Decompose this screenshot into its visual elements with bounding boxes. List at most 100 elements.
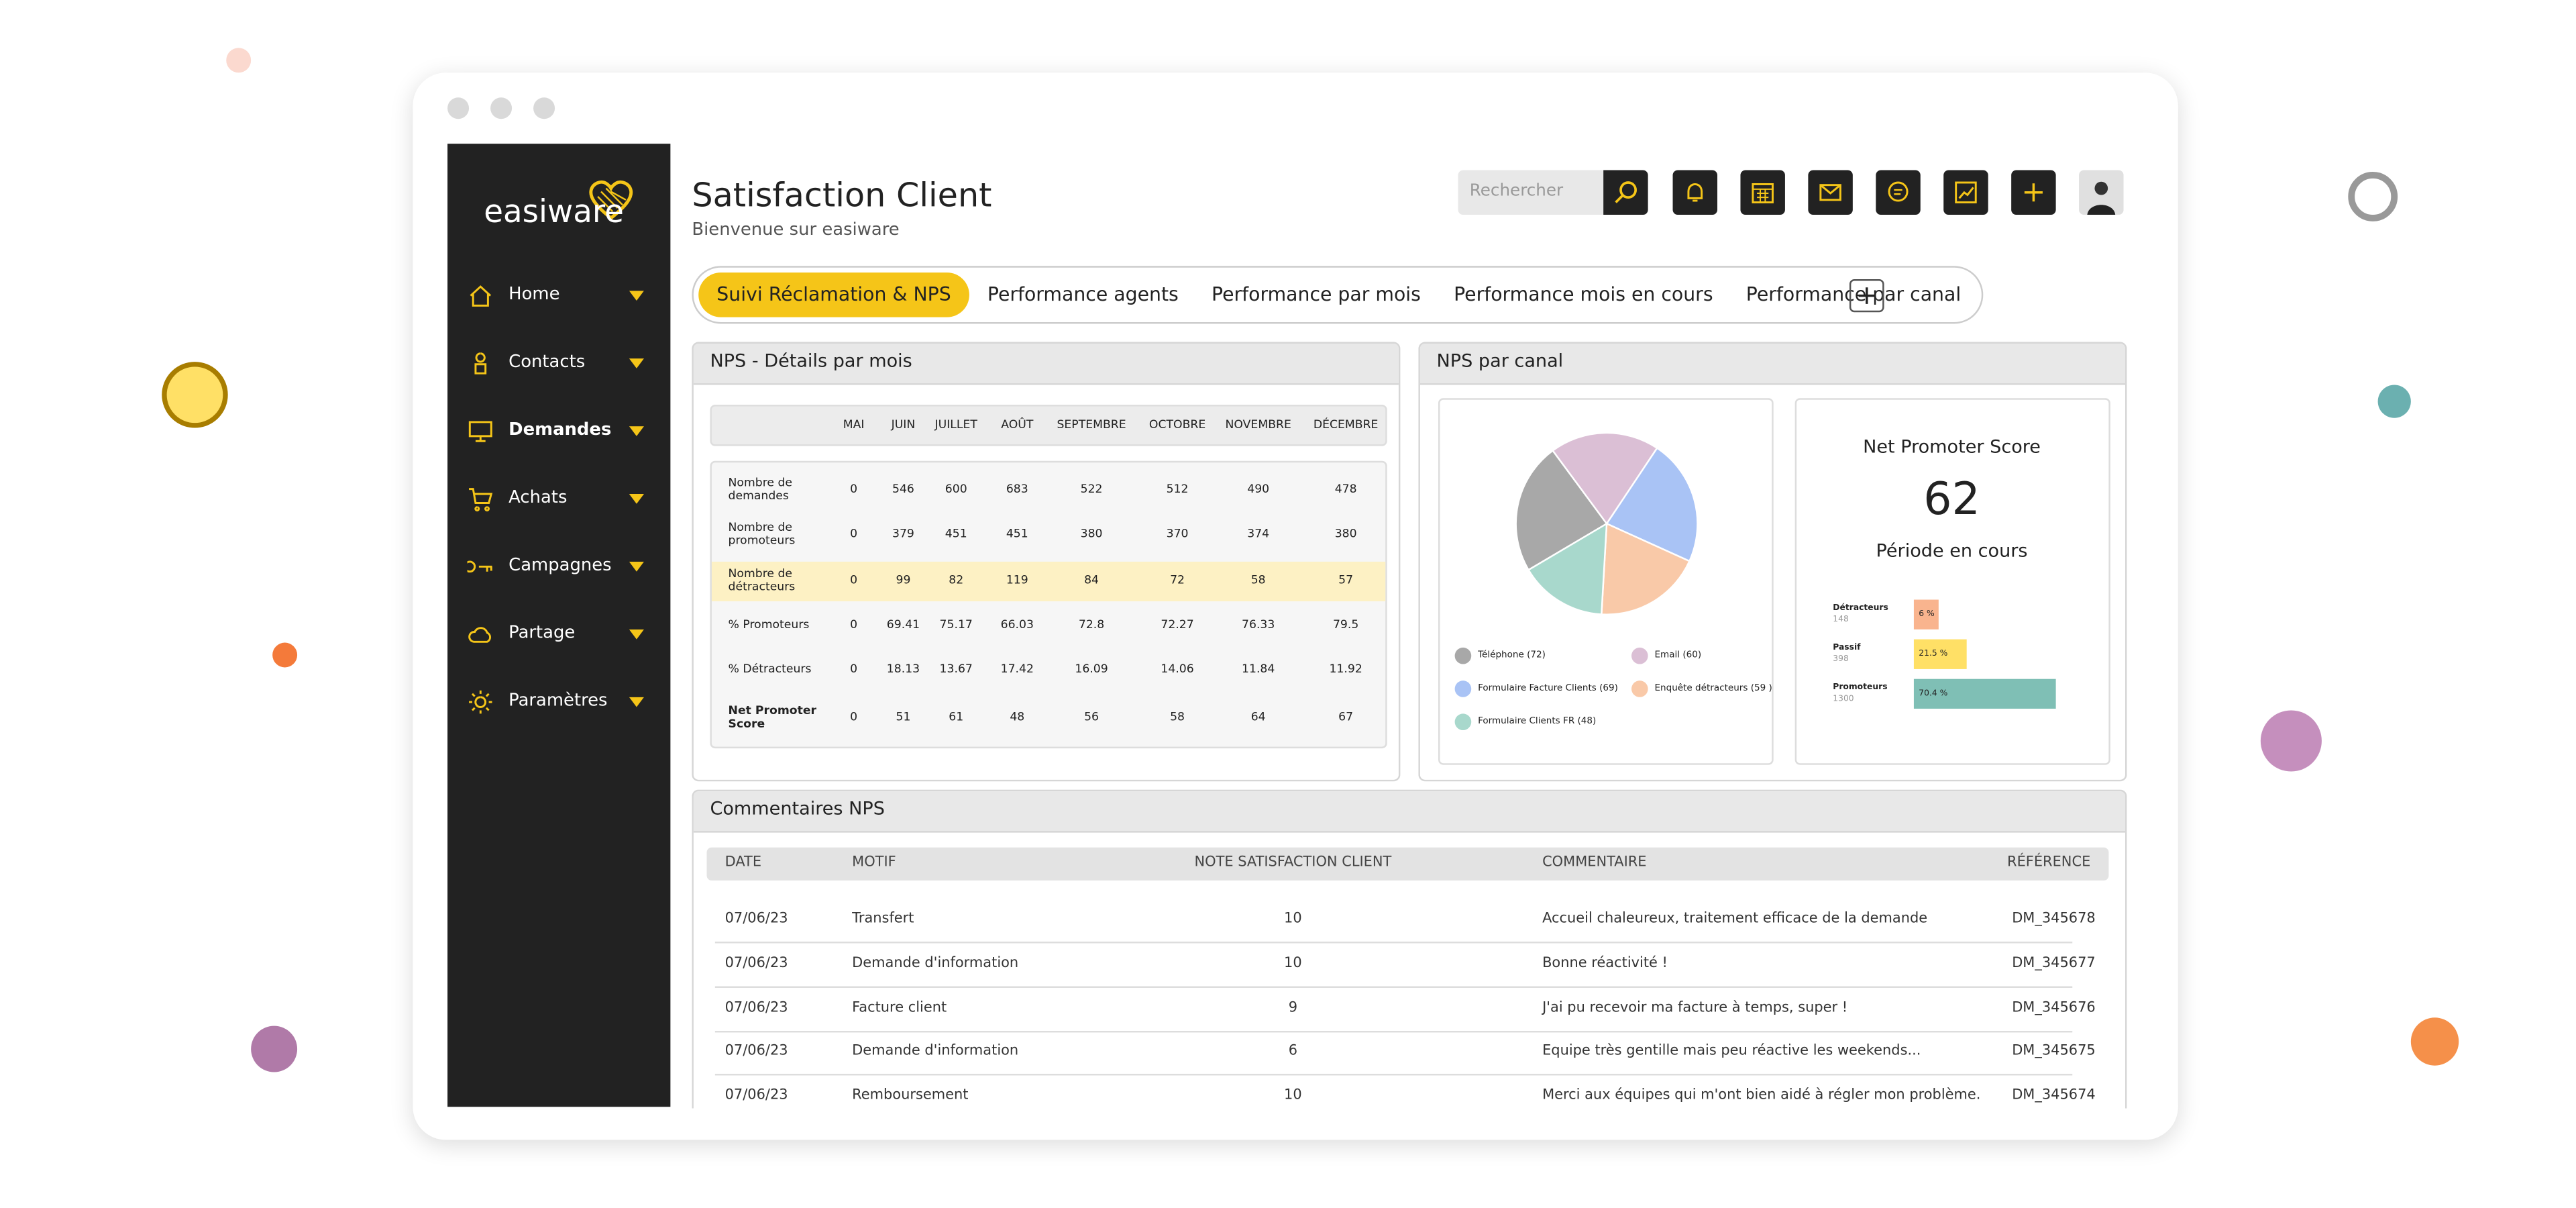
search-button[interactable] [1603,170,1648,215]
pie-slice[interactable] [1515,449,1608,571]
legend-swatch [1454,713,1472,730]
cell: 76.33 [1242,617,1275,632]
cell: 07/06/23 [724,1043,788,1060]
calendar-button[interactable] [1740,170,1785,215]
cell: Bonne réactivité ! [1542,955,1668,972]
menu-icon [470,285,492,307]
legend-label: Formulaire Clients FR (48) [1478,717,1597,727]
mail-button[interactable] [1808,170,1853,215]
cell: 10 [1284,911,1302,927]
cell: 478 [1334,483,1357,496]
bar-count: 398 [1833,654,1849,665]
cell: Remboursement [852,1087,969,1105]
cell: 07/06/23 [724,911,788,927]
tab[interactable]: Performance par mois [1212,282,1421,306]
tab[interactable]: Performance mois en cours [1454,282,1713,306]
score-value: 62 [1923,474,1980,526]
notifications-button[interactable] [1672,170,1717,215]
cell: 82 [949,573,964,587]
menu-label: Campagnes [508,555,612,576]
menu-icon [469,488,493,512]
bar-count: 148 [1833,615,1849,625]
cell: 84 [1084,573,1099,587]
menu-caret[interactable] [629,291,644,301]
cell: DM_345674 [2012,1087,2096,1105]
menu-caret[interactable] [629,493,644,504]
window-control[interactable] [490,97,513,119]
pie-chart [1515,432,1699,615]
row-label: Nombre de demandes [728,476,793,503]
menu-icon [468,421,492,442]
row-divider [714,1029,2073,1032]
chat-button[interactable] [1876,170,1921,215]
cell: 379 [892,527,914,541]
menu-caret[interactable] [629,426,644,436]
cell: 10 [1284,955,1302,972]
cell: DM_345677 [2012,955,2096,972]
column-header: COMMENTAIRE [1542,854,1647,872]
cell: 0 [850,483,858,496]
comments-panel [692,789,2127,1109]
cell: DM_345675 [2012,1043,2096,1060]
deco [2410,1017,2459,1066]
cell: 380 [1080,527,1103,541]
score-title: Net Promoter Score [1863,436,2041,458]
cell: 451 [1006,527,1028,541]
row-divider [714,942,2073,944]
cell: 683 [1006,483,1028,496]
cell: 0 [850,662,858,676]
menu-label: Partage [508,623,576,644]
cell: 13.67 [939,662,973,676]
logo-text: easiware [484,194,624,231]
cell: 72.27 [1161,617,1194,632]
tab[interactable]: Performance agents [987,282,1179,306]
deco [2377,385,2411,418]
table-header [710,405,1387,446]
cell: 58 [1170,710,1185,724]
panel-title: NPS - Détails par mois [710,350,912,372]
add-tab[interactable] [1849,279,1884,313]
cell: 11.84 [1242,662,1275,676]
cell: 512 [1166,483,1189,496]
cell: 72 [1170,573,1185,587]
cell: 58 [1250,573,1266,587]
menu-caret[interactable] [629,697,644,707]
score-card [1794,398,2110,765]
window-control[interactable] [533,97,555,119]
column-header: NOVEMBRE [1225,418,1291,432]
pie-slice[interactable] [1600,522,1691,615]
deco [2348,171,2398,221]
menu-caret[interactable] [629,561,644,572]
cell: 66.03 [1000,617,1034,632]
menu-icon [474,352,487,374]
tab-bar: Suivi Réclamation & NPS Performance agent… [692,266,1983,324]
column-header: JUILLET [934,418,977,432]
menu-label: Demandes [508,419,612,440]
bar-value-label: 6 % [1919,609,1935,620]
table-body [710,460,1387,749]
score-subtitle: Période en cours [1876,540,2028,562]
pie-slice[interactable] [1527,522,1608,615]
tab[interactable]: Performance par canal [1746,282,1962,306]
tab[interactable]: Suivi Réclamation & NPS [698,272,969,317]
pie-slice[interactable] [1605,446,1699,562]
page-title: Satisfaction Client [692,174,992,215]
cell: 67 [1338,710,1354,724]
page-subtitle: Bienvenue sur easiware [692,219,900,240]
avatar[interactable] [2079,170,2124,215]
menu-label: Paramètres [508,691,608,711]
stats-button[interactable] [1943,170,1988,215]
menu-caret[interactable] [629,629,644,640]
cell: 0 [850,710,858,724]
cell: 18.13 [886,662,920,676]
pie-slice[interactable] [1551,432,1658,525]
cell: 07/06/23 [724,955,788,972]
cell: 75.17 [939,617,973,632]
row-label: % Détracteurs [728,662,812,676]
search-input[interactable] [1458,170,1604,215]
panel-title: NPS par canal [1436,350,1564,372]
add-button[interactable] [2011,170,2056,215]
menu-caret[interactable] [629,358,644,368]
bar-label: Passif [1833,643,1861,653]
window-control[interactable] [447,97,470,119]
